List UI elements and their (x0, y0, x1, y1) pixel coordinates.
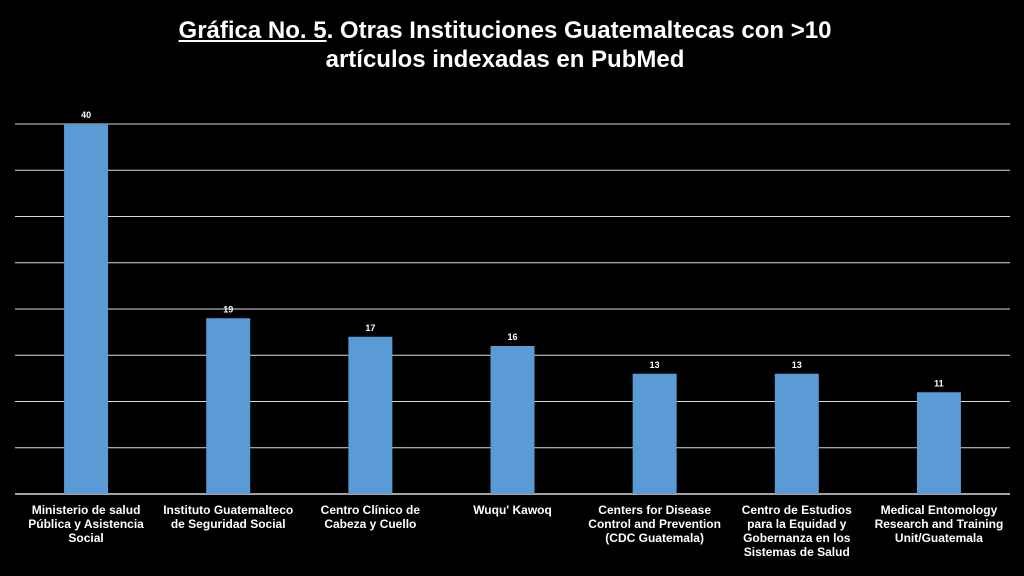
category-label: Wuqu' Kawoq (473, 503, 552, 517)
bar (206, 318, 251, 494)
data-label: 19 (223, 304, 233, 314)
data-label: 17 (365, 323, 375, 333)
bar (348, 336, 393, 494)
chart-title-line1-text: . Otras Instituciones Guatemaltecas con … (326, 17, 832, 44)
category-label: Centro de Estudios para la Equidad y Gob… (741, 503, 852, 559)
chart-title-number: Gráfica No. 5 (178, 17, 327, 44)
category-label: Ministerio de salud Pública y Asistencia… (28, 503, 144, 545)
data-label: 40 (81, 110, 91, 120)
bar (774, 373, 819, 494)
bar (632, 373, 677, 494)
data-labels: 40 19 17 16 13 13 11 (81, 110, 944, 388)
category-label: Centers for Disease Control and Preventi… (588, 503, 721, 545)
data-label: 11 (934, 378, 944, 388)
bar (64, 124, 109, 494)
chart-title: Gráfica No. 5. Otras Instituciones Guate… (0, 16, 1010, 74)
bar (490, 346, 535, 494)
bars (64, 124, 961, 494)
bar (916, 392, 961, 494)
category-label: Medical Entomology Research and Training… (874, 503, 1004, 545)
chart-title-line2: artículos indexadas en PubMed (325, 46, 685, 73)
data-label: 13 (650, 360, 660, 370)
data-label: 13 (792, 360, 802, 370)
data-label: 16 (507, 332, 517, 342)
category-label: Centro Clínico de Cabeza y Cuello (320, 503, 421, 531)
chart-title-line1: Gráfica No. 5. Otras Instituciones Guate… (0, 16, 1010, 45)
category-label: Instituto Guatemalteco de Seguridad Soci… (163, 503, 294, 531)
